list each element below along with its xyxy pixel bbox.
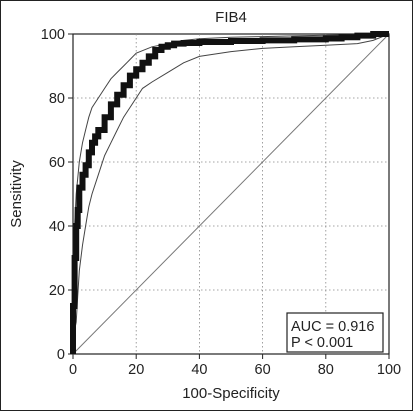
auc-annotation-box: AUC = 0.916 P < 0.001 [286, 312, 384, 353]
chart-title: FIB4 [215, 9, 247, 26]
p-value-label: P < 0.001 [291, 335, 353, 351]
x-tick-label: 100 [377, 362, 401, 378]
reference-diagonal-line [72, 33, 390, 355]
grid-lines [73, 34, 389, 354]
x-tick-label: 80 [318, 362, 334, 378]
x-tick-label: 0 [69, 362, 77, 378]
x-tick-label: 40 [191, 362, 207, 378]
auc-label: AUC = 0.916 [291, 319, 374, 335]
x-axis-label: 100-Specificity [182, 385, 280, 402]
plot-area [72, 33, 390, 355]
y-tick-label: 60 [49, 155, 65, 171]
y-axis-label: Sensitivity [8, 160, 25, 228]
axis-ticks: 0 20 40 60 80 100 0 20 40 60 80 100 [41, 27, 401, 378]
y-tick-label: 100 [41, 27, 65, 43]
x-tick-label: 20 [128, 362, 144, 378]
roc-curve [70, 31, 389, 354]
x-tick-label: 60 [255, 362, 271, 378]
y-tick-label: 80 [49, 91, 65, 107]
y-tick-label: 20 [49, 283, 65, 299]
y-tick-label: 0 [57, 347, 65, 363]
y-tick-label: 40 [49, 219, 65, 235]
confidence-upper-line [72, 33, 390, 291]
confidence-lower-line [72, 33, 390, 339]
